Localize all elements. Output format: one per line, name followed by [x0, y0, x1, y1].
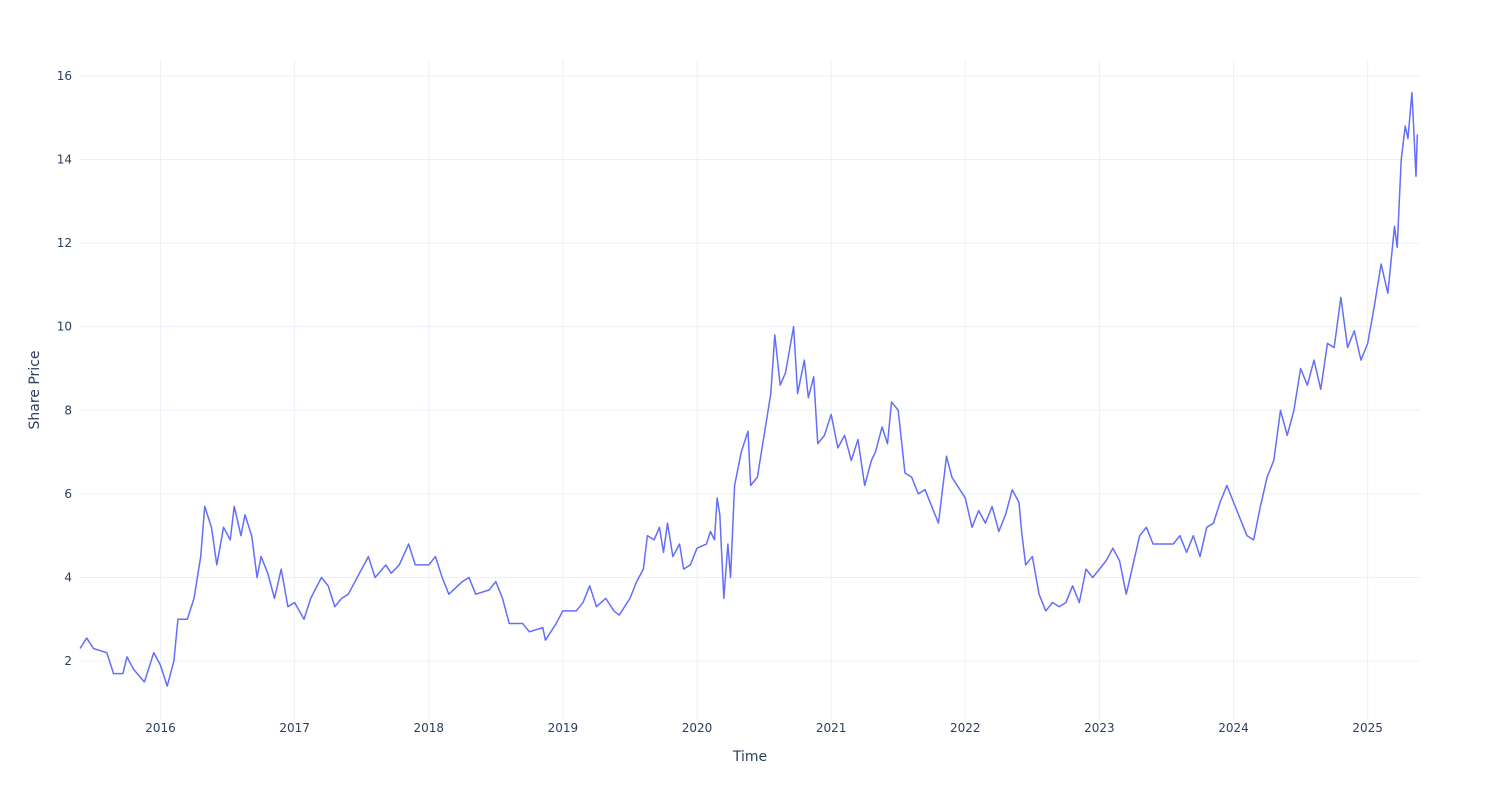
- x-axis-title: Time: [732, 749, 767, 765]
- y-tick-label: 14: [57, 152, 72, 166]
- y-tick-label: 6: [64, 487, 72, 501]
- x-tick-label: 2024: [1218, 721, 1249, 735]
- y-tick-label: 2: [64, 654, 72, 668]
- x-tick-label: 2022: [950, 721, 981, 735]
- y-tick-label: 12: [57, 236, 72, 250]
- labels: 2 4 6 8 10 12 14 16 2016 2017 2018 2019 2020 2021 2022…: [57, 69, 1383, 735]
- x-tick-label: 2016: [145, 721, 176, 735]
- y-tick-label: 16: [57, 69, 72, 83]
- x-tick-label: 2023: [1084, 721, 1115, 735]
- x-tick-label: 2017: [279, 721, 310, 735]
- y-tick-label: 10: [57, 320, 72, 334]
- x-tick-label: 2025: [1352, 721, 1383, 735]
- x-tick-label: 2019: [548, 721, 579, 735]
- x-tick-label: 2018: [413, 721, 444, 735]
- x-tick-label: 2020: [682, 721, 713, 735]
- x-tick-label: 2021: [816, 721, 847, 735]
- y-tick-label: 4: [64, 570, 72, 584]
- price-line: [79, 91, 1419, 687]
- plot-area: [79, 91, 1419, 687]
- y-tick-label: 8: [64, 403, 72, 417]
- grid: [80, 60, 1420, 720]
- y-axis-title: Share Price: [27, 350, 43, 429]
